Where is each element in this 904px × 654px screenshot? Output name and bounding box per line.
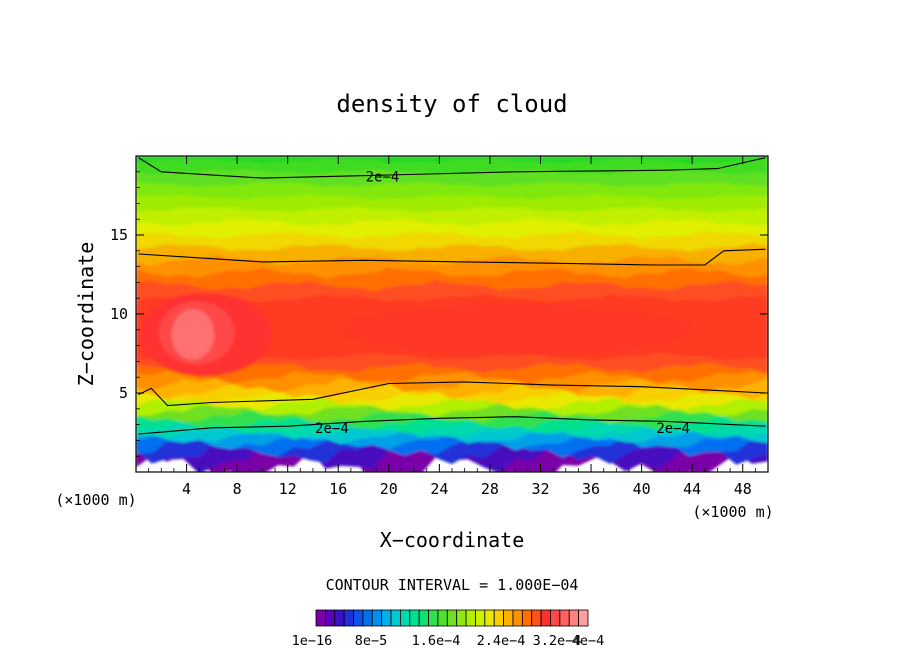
colorbar-labels: 1e−16 8e−5 1.6e−4 2.4e−4 3.2e−44e−4: [292, 633, 605, 649]
colorbar-swatch: [446, 609, 458, 627]
contour-line: [138, 416, 766, 435]
colorbar-swatch: [353, 609, 364, 627]
colorbar-swatch: [428, 609, 439, 627]
colorbar-label: 2.4e−4: [477, 633, 526, 649]
x-tick-label: 4: [182, 480, 191, 498]
colorbar-swatch: [343, 609, 354, 627]
contour-interval-text: CONTOUR INTERVAL = 1.000E−04: [326, 576, 579, 594]
x-tick-label: 24: [430, 480, 448, 498]
colorbar-swatch: [334, 609, 345, 627]
colorbar-label: 1.6e−4: [412, 633, 461, 649]
colorbar-swatch: [324, 609, 336, 627]
y-tick-label: 15: [110, 226, 128, 244]
x-tick-label: 36: [582, 480, 600, 498]
colorbar-swatch: [465, 609, 476, 627]
chart-title: density of cloud: [336, 90, 567, 118]
x-tick-label: 40: [633, 480, 651, 498]
y-axis-label: Z−coordinate: [74, 242, 98, 387]
colorbar-swatch: [540, 609, 551, 627]
x-tick-label: 28: [481, 480, 499, 498]
core-blob: [338, 304, 693, 356]
x-unit-left: (×1000 m): [55, 491, 136, 509]
x-unit-right: (×1000 m): [692, 503, 773, 521]
x-tick-label: 32: [531, 480, 549, 498]
x-ticks: 4 8 12 16 20 24 28 32 36 40 44 48: [148, 156, 756, 498]
colorbar: [315, 609, 589, 627]
contour-line: [138, 381, 766, 407]
plot-area: 2e−4 2e−4 2e−4: [136, 156, 768, 472]
core-blobs: [139, 293, 693, 376]
x-tick-label: 8: [233, 480, 242, 498]
colorbar-swatch: [521, 609, 533, 627]
x-tick-label: 44: [683, 480, 701, 498]
contour-labels: 2e−4 2e−4 2e−4: [315, 170, 690, 437]
colorbar-swatch: [418, 609, 429, 627]
x-tick-label: 48: [734, 480, 752, 498]
colorbar-swatch: [475, 609, 486, 627]
x-tick-label: 12: [279, 480, 297, 498]
colorbar-swatch: [568, 609, 580, 627]
colorbar-swatch: [578, 609, 589, 627]
colorbar-swatch: [371, 609, 383, 627]
color-band: [136, 156, 768, 164]
colorbar-label: 8e−5: [355, 633, 388, 649]
contour-label: 2e−4: [656, 421, 690, 437]
colorbar-swatch: [493, 609, 504, 627]
contour-line: [138, 248, 766, 266]
contour-label: 2e−4: [315, 421, 349, 437]
colorbar-swatch: [456, 609, 467, 627]
colorbar-label: 4e−4: [572, 633, 605, 649]
colorbar-swatch: [437, 609, 448, 627]
x-axis-label: X−coordinate: [380, 528, 525, 552]
colorbar-swatch: [550, 609, 561, 627]
x-tick-label: 16: [329, 480, 347, 498]
colorbar-swatch: [362, 609, 373, 627]
contour-lines: [138, 157, 766, 435]
x-tick-label: 20: [380, 480, 398, 498]
colorbar-swatch: [381, 609, 392, 627]
colorbar-swatch: [390, 609, 401, 627]
y-tick-label: 10: [110, 305, 128, 323]
contour-line: [138, 157, 766, 179]
colorbar-swatch: [512, 609, 523, 627]
colorbar-swatch: [484, 609, 495, 627]
colorbar-swatch: [400, 609, 411, 627]
colorbar-swatch: [503, 609, 514, 627]
y-ticks: 5 10 15: [110, 171, 768, 457]
colorbar-label: 3.2e−4: [533, 633, 582, 649]
core-blob: [171, 309, 215, 360]
colorbar-swatch: [315, 609, 326, 627]
colorbar-swatch: [531, 609, 542, 627]
colorbar-swatch: [559, 609, 570, 627]
colorbar-label: 1e−16: [292, 633, 333, 649]
colorbar-swatch: [409, 609, 420, 627]
y-tick-label: 5: [119, 384, 128, 402]
contour-label: 2e−4: [366, 170, 400, 186]
